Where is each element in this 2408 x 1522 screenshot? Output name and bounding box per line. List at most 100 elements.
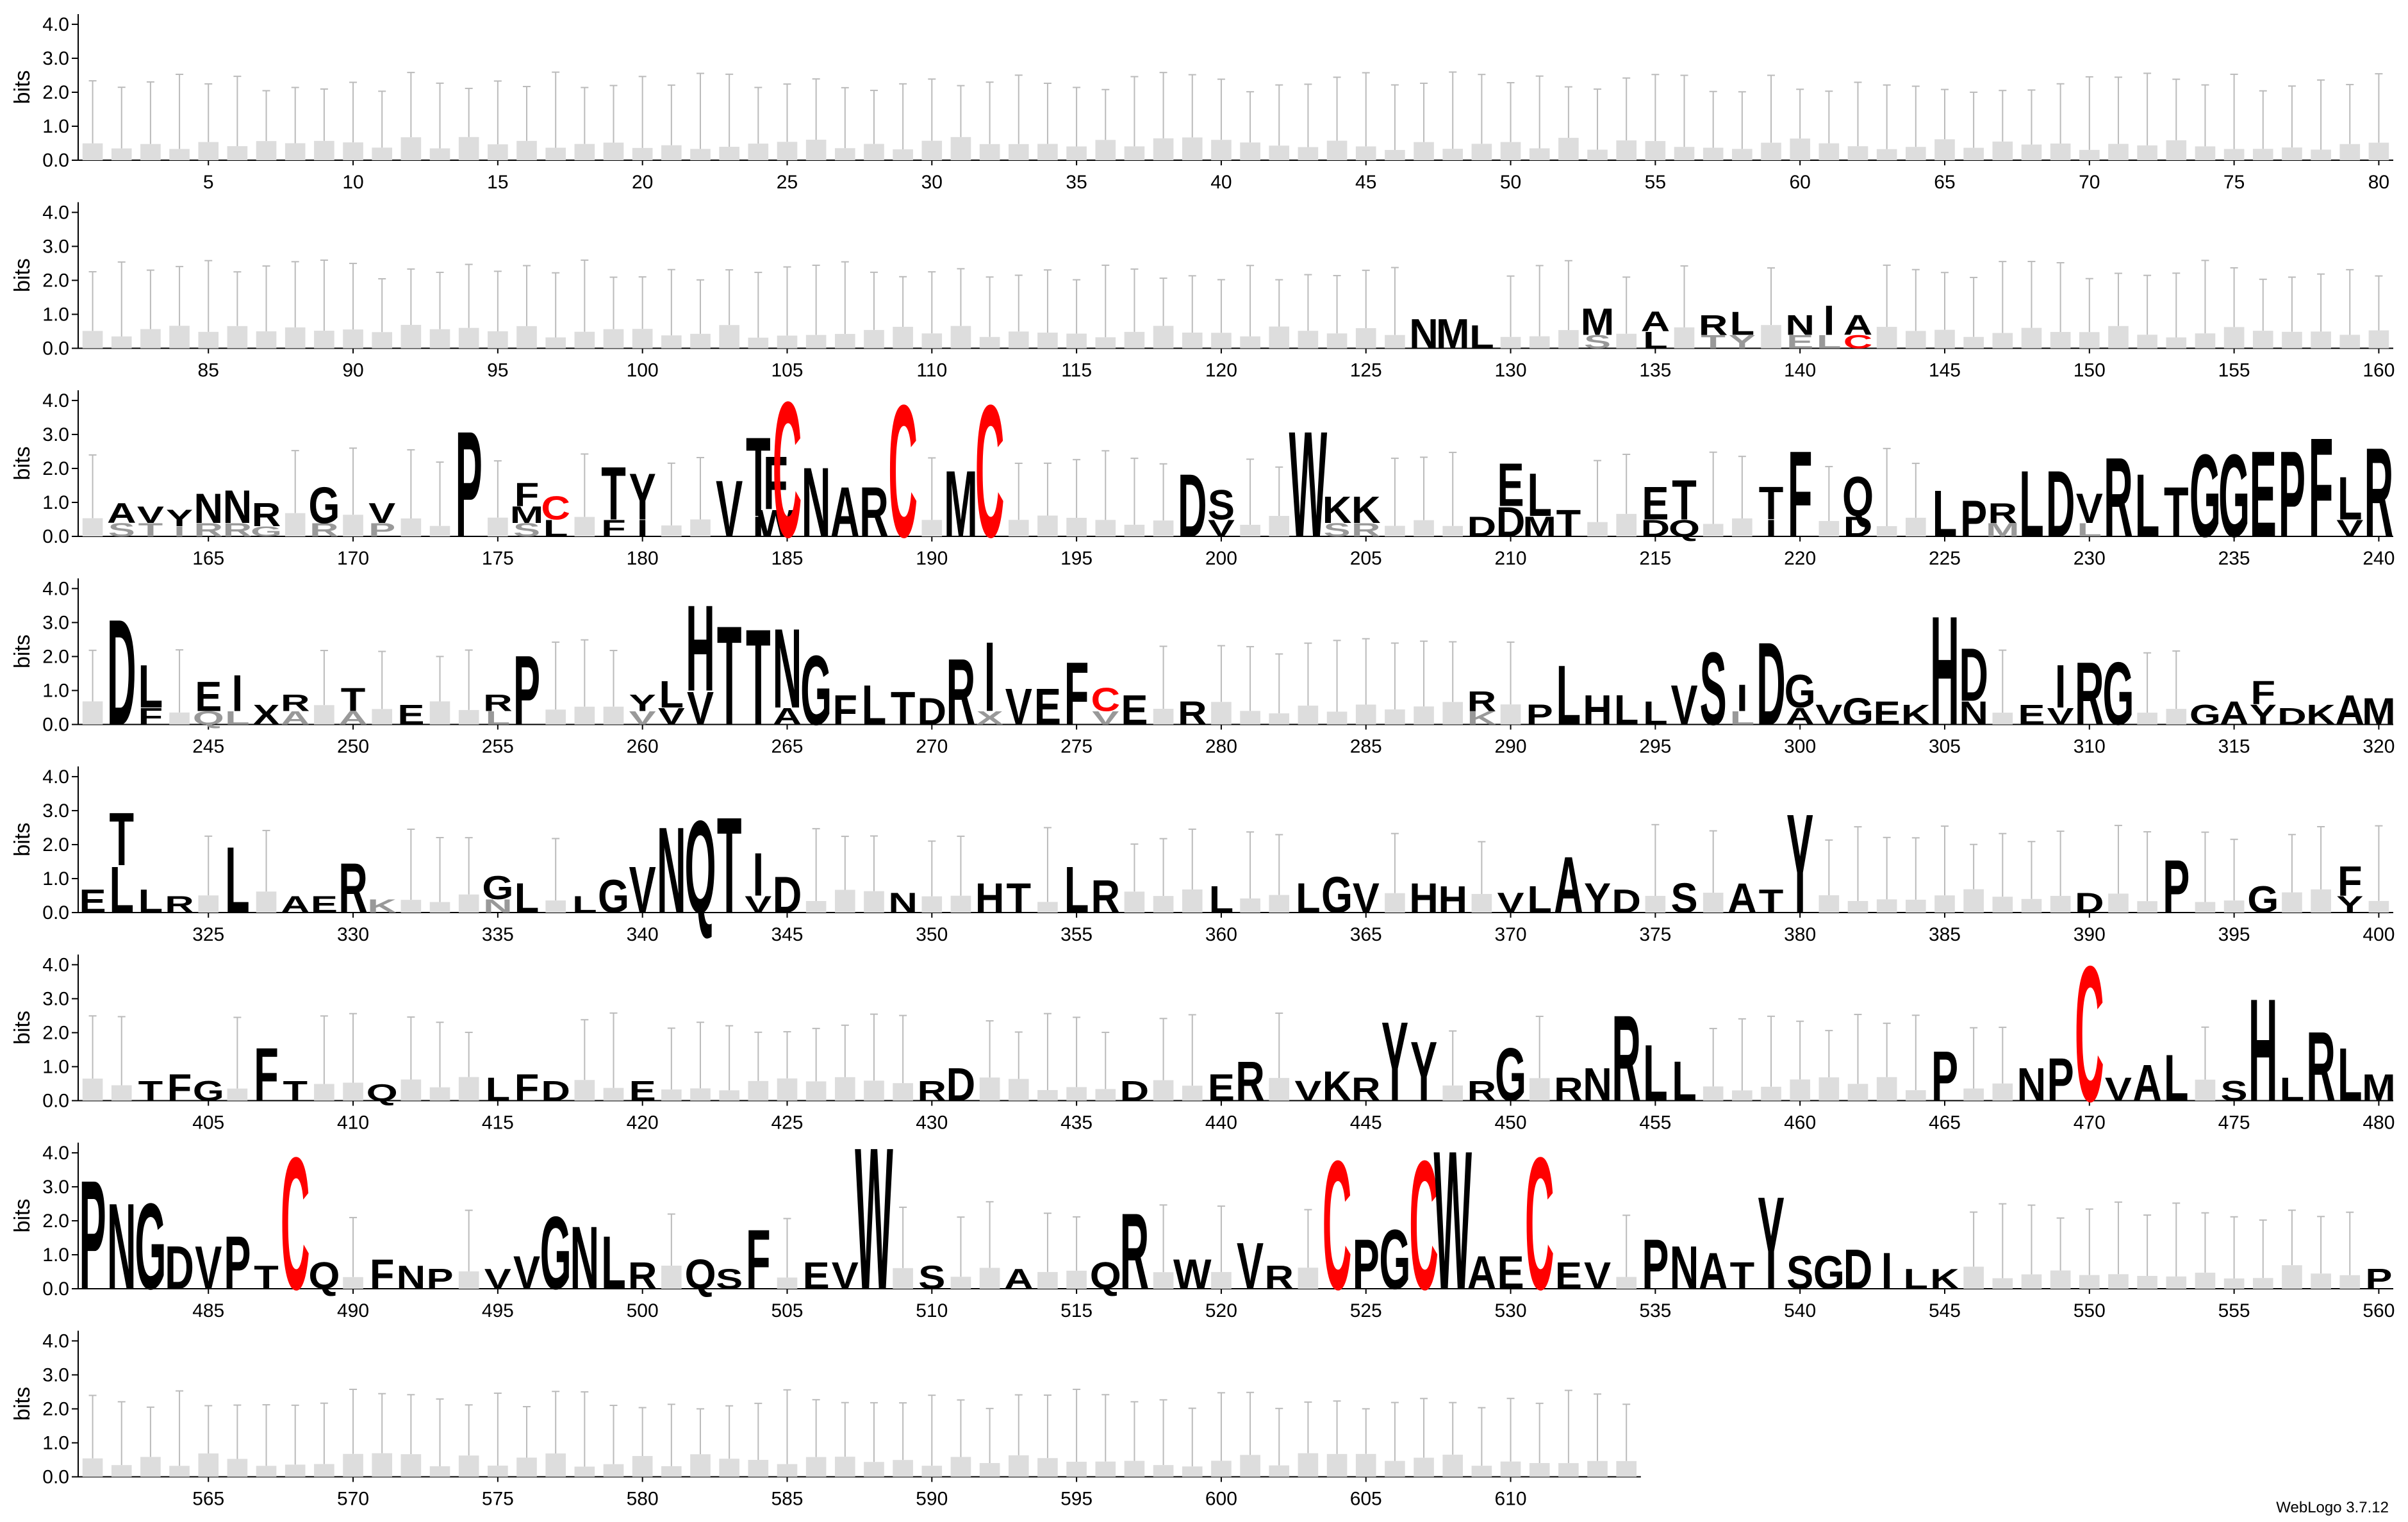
- logo-letter-I-pos-246: I: [232, 665, 243, 722]
- logo-letter-V-pos-260: V: [629, 707, 656, 729]
- logo-letter-X-pos-272: X: [977, 707, 1003, 729]
- logo-letter-S-pos-503: S: [716, 1263, 743, 1295]
- low-info-stack: [1761, 142, 1781, 160]
- logo-letter-I-pos-272: I: [984, 622, 996, 732]
- low-info-stack: [1124, 524, 1145, 536]
- y-tick-label: 4.0: [42, 954, 69, 975]
- logo-letter-M-pos-227: M: [1986, 520, 2020, 541]
- logo-letter-G-pos-526: G: [1379, 1212, 1410, 1307]
- logo-letter-T-pos-379: T: [1759, 883, 1784, 920]
- logo-letter-T-pos-184: T: [746, 415, 771, 541]
- logo-letter-L-pos-292: L: [1556, 649, 1581, 743]
- low-info-stack: [1471, 144, 1492, 160]
- low-info-stack: [1326, 140, 1348, 160]
- low-info-stack: [777, 1277, 798, 1289]
- logo-letter-Y-pos-180: Y: [629, 461, 656, 534]
- low-info-stack: [979, 1077, 1000, 1101]
- x-tick-label: 370: [1495, 924, 1527, 945]
- y-tick-label: 3.0: [42, 236, 69, 257]
- low-info-stack: [1934, 895, 1955, 913]
- logo-letter-V-pos-496: V: [513, 1246, 540, 1299]
- x-tick-label: 450: [1495, 1113, 1527, 1134]
- logo-letter-P-pos-486: P: [224, 1221, 251, 1305]
- logo-letter-M-pos-176: M: [510, 501, 544, 527]
- low-info-stack: [1992, 141, 2013, 160]
- low-info-stack: [1153, 326, 1174, 349]
- x-tick-label: 380: [1784, 924, 1816, 945]
- x-tick-label: 545: [1929, 1300, 1961, 1321]
- logo-letter-S-pos-540: S: [1786, 1246, 1813, 1299]
- low-info-stack: [256, 891, 277, 913]
- logo-letter-L-pos-473: L: [2164, 1042, 2189, 1116]
- logo-letter-A-pos-187: A: [830, 474, 860, 552]
- logo-letter-R-pos-205: R: [1351, 520, 1381, 541]
- x-tick-label: 395: [2218, 924, 2250, 945]
- logo-letter-A-pos-513: A: [1004, 1263, 1034, 1295]
- low-info-stack: [921, 1466, 943, 1477]
- x-tick-label: 240: [2363, 548, 2395, 569]
- logo-letter-R-pos-324: R: [165, 891, 194, 918]
- low-info-stack: [2282, 331, 2302, 349]
- x-tick-label: 100: [627, 360, 659, 381]
- logo-letter-N-pos-306: N: [1959, 695, 1988, 732]
- x-tick-label: 400: [2363, 924, 2395, 945]
- low-info-stack: [1703, 893, 1724, 913]
- low-info-stack: [1182, 1086, 1203, 1101]
- logo-letter-R-pos-165: R: [194, 520, 223, 541]
- low-info-stack: [1355, 704, 1376, 725]
- logo-letter-F-pos-316: F: [2250, 675, 2275, 711]
- logo-letter-F-pos-243: F: [138, 703, 163, 729]
- x-tick-label: 155: [2218, 360, 2250, 381]
- logo-letter-L-pos-141: L: [1817, 331, 1842, 352]
- low-info-stack: [111, 1465, 132, 1477]
- low-info-stack: [314, 331, 334, 349]
- x-tick-label: 55: [1645, 172, 1666, 193]
- y-tick-label: 0.0: [42, 1091, 69, 1112]
- y-tick-label: 1.0: [42, 1432, 69, 1453]
- logo-letter-G-pos-396: G: [2247, 879, 2279, 921]
- x-tick-label: 385: [1929, 924, 1961, 945]
- low-info-stack: [979, 144, 1000, 160]
- low-info-stack: [574, 706, 595, 725]
- logo-letter-H-pos-305: H: [1930, 583, 1959, 757]
- low-info-stack: [429, 329, 450, 349]
- x-tick-label: 45: [1355, 172, 1376, 193]
- x-tick-label: 95: [487, 360, 508, 381]
- low-info-stack: [1211, 140, 1232, 160]
- x-tick-label: 345: [771, 924, 803, 945]
- low-info-stack: [805, 900, 827, 913]
- logo-letter-R-pos-310: R: [2075, 643, 2104, 743]
- low-info-stack: [1906, 331, 1926, 349]
- x-tick-label: 230: [2074, 548, 2106, 569]
- low-info-stack: [1500, 704, 1521, 725]
- logo-letter-P-pos-171: P: [368, 520, 395, 541]
- logo-letter-D-pos-229: D: [2046, 451, 2075, 557]
- logo-letter-L-pos-239: L: [2338, 465, 2363, 533]
- low-info-stack: [690, 519, 711, 536]
- logo-letter-E-pos-245: E: [195, 672, 222, 720]
- x-tick-label: 275: [1060, 736, 1093, 757]
- low-info-stack: [458, 1455, 479, 1477]
- low-info-stack: [1442, 149, 1464, 160]
- low-info-stack: [1790, 1079, 1810, 1101]
- low-info-stack: [1008, 144, 1029, 160]
- low-info-stack: [1732, 518, 1752, 536]
- logo-letter-K-pos-545: K: [1930, 1263, 1959, 1295]
- low-info-stack: [458, 1271, 479, 1289]
- logo-letter-G-pos-497: G: [540, 1196, 572, 1312]
- low-info-stack: [343, 515, 363, 536]
- logo-letter-V-pos-262: V: [687, 682, 714, 735]
- y-tick-label: 0.0: [42, 338, 69, 360]
- logo-letter-L-pos-323: L: [138, 883, 163, 920]
- low-info-stack: [2368, 330, 2389, 349]
- low-info-stack: [1269, 326, 1290, 349]
- y-tick-label: 0.0: [42, 902, 69, 923]
- x-tick-label: 530: [1495, 1300, 1527, 1321]
- logo-letter-T-pos-264: T: [746, 601, 771, 754]
- y-tick-label: 4.0: [42, 14, 69, 35]
- x-tick-label: 260: [627, 736, 659, 757]
- logo-letter-R-pos-167: R: [252, 497, 281, 533]
- logo-letter-A-pos-372: A: [1554, 841, 1583, 931]
- logo-letter-S-pos-297: S: [1700, 632, 1727, 748]
- x-tick-label: 565: [192, 1489, 224, 1510]
